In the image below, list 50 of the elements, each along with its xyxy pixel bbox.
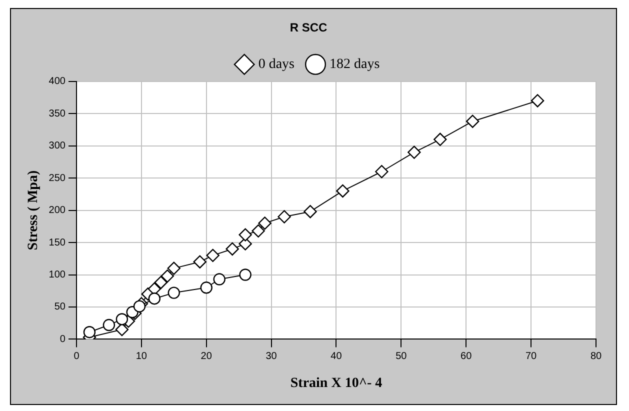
y-tick-label: 200 bbox=[48, 205, 66, 216]
legend-label: 0 days bbox=[258, 57, 295, 72]
point bbox=[167, 262, 180, 275]
point bbox=[304, 204, 317, 218]
point bbox=[252, 224, 265, 238]
point bbox=[116, 313, 128, 326]
y-tick-label: 0 bbox=[60, 334, 66, 345]
legend-label: 182 days bbox=[330, 57, 380, 72]
point bbox=[154, 276, 168, 290]
point bbox=[408, 146, 421, 159]
point bbox=[148, 292, 161, 305]
point bbox=[530, 94, 544, 108]
point bbox=[193, 255, 206, 268]
y-tick-label: 250 bbox=[48, 172, 66, 184]
x-tick-label: 50 bbox=[396, 350, 408, 362]
x-tick-label: 80 bbox=[590, 350, 602, 362]
chart-title: R SCC bbox=[290, 20, 328, 35]
x-tick-label: 10 bbox=[136, 350, 148, 362]
x-tick-label: 60 bbox=[460, 350, 472, 362]
point bbox=[278, 210, 291, 224]
point bbox=[258, 216, 272, 230]
point bbox=[238, 228, 252, 242]
x-tick-label: 40 bbox=[330, 350, 342, 362]
point bbox=[133, 300, 146, 312]
x-tick-label: 30 bbox=[266, 350, 278, 362]
point bbox=[160, 269, 174, 283]
point bbox=[434, 132, 447, 146]
point bbox=[206, 248, 220, 262]
point bbox=[239, 268, 252, 281]
x-tick-label: 70 bbox=[526, 350, 538, 362]
y-tick-label: 150 bbox=[48, 237, 66, 248]
y-tick-label: 350 bbox=[48, 108, 66, 120]
point bbox=[200, 282, 212, 294]
x-tick-label: 20 bbox=[200, 350, 212, 362]
point bbox=[375, 165, 388, 178]
y-tick-label: 100 bbox=[48, 270, 66, 280]
point bbox=[336, 184, 350, 198]
point bbox=[466, 114, 480, 128]
point bbox=[226, 242, 239, 256]
y-axis-title: Stress ( Mpa) bbox=[26, 170, 42, 250]
point bbox=[213, 273, 226, 286]
point bbox=[115, 322, 129, 336]
y-tick-label: 50 bbox=[54, 302, 66, 313]
point bbox=[168, 286, 180, 299]
point bbox=[102, 318, 116, 332]
x-axis-title: Strain X 10^- 4 bbox=[290, 376, 382, 392]
y-tick-label: 400 bbox=[48, 76, 66, 88]
point bbox=[83, 326, 96, 338]
x-tick-label: 0 bbox=[74, 350, 80, 362]
y-tick-label: 300 bbox=[48, 140, 66, 152]
